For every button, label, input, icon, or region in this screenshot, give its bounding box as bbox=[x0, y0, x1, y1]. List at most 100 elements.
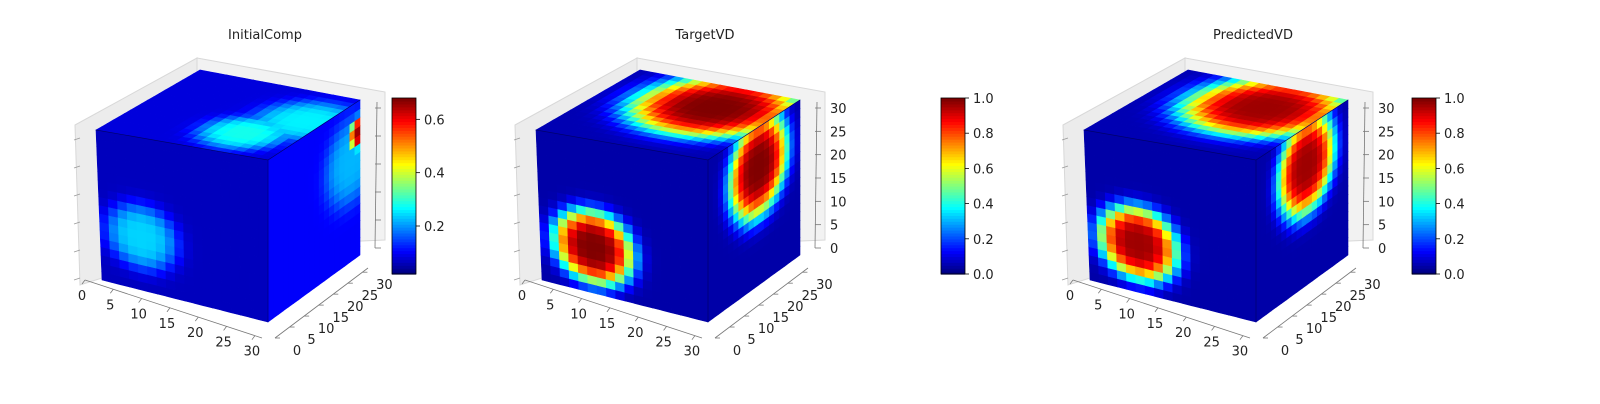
pane-tick bbox=[513, 249, 521, 253]
colorbar-band bbox=[392, 174, 416, 178]
colorbar-band bbox=[941, 139, 965, 143]
colorbar-tick-label: 0.6 bbox=[1444, 162, 1465, 177]
pane-tick bbox=[513, 193, 521, 197]
x-tick bbox=[634, 316, 639, 322]
colorbar-band bbox=[941, 265, 965, 269]
colorbar-band bbox=[1412, 265, 1436, 269]
colorbar-band bbox=[1412, 124, 1436, 128]
colorbar-band bbox=[392, 268, 416, 272]
x-tick bbox=[223, 326, 227, 331]
colorbar-tick-label: 0.8 bbox=[1444, 127, 1465, 142]
colorbar-band bbox=[941, 168, 965, 172]
colorbar-band bbox=[392, 259, 416, 263]
x-tick bbox=[1069, 279, 1074, 285]
colorbar-band bbox=[392, 180, 416, 184]
colorbar-band bbox=[941, 100, 965, 105]
x-tick-label: 0 bbox=[518, 289, 526, 304]
colorbar-band bbox=[1412, 268, 1436, 272]
colorbar-band bbox=[1412, 180, 1436, 184]
colorbar-band bbox=[1412, 139, 1436, 143]
z-tick-label: 25 bbox=[1378, 125, 1395, 140]
colorbar-band bbox=[392, 183, 416, 187]
colorbar-band bbox=[1412, 183, 1436, 187]
colorbar-band bbox=[392, 98, 416, 102]
cube-face-top bbox=[1083, 69, 1349, 161]
colorbar-band bbox=[392, 215, 416, 219]
colorbar-band bbox=[941, 209, 965, 213]
x-tick-label: 20 bbox=[627, 326, 644, 341]
colorbar-frame bbox=[940, 97, 966, 275]
z-tick-label: 30 bbox=[830, 102, 847, 117]
colorbar-band bbox=[941, 147, 965, 152]
colorbar-band bbox=[941, 186, 965, 190]
z-tick-label: 10 bbox=[1378, 195, 1395, 210]
y-tick-label: 10 bbox=[318, 322, 335, 337]
pane-tick bbox=[73, 193, 81, 197]
colorbar-band bbox=[941, 106, 965, 111]
colorbar-band bbox=[941, 271, 965, 275]
colorbar-band bbox=[941, 144, 965, 149]
colorbar-band bbox=[1412, 171, 1436, 175]
x-tick bbox=[691, 335, 696, 340]
pane-tick bbox=[513, 137, 521, 141]
colorbar-band bbox=[941, 121, 965, 125]
colorbar-band bbox=[1412, 241, 1436, 246]
colorbar-band bbox=[1412, 224, 1436, 228]
colorbar-band bbox=[1412, 147, 1436, 152]
x-tick-label: 5 bbox=[1094, 298, 1102, 313]
z-tick-label: 5 bbox=[1378, 219, 1386, 234]
colorbar-band bbox=[941, 238, 965, 243]
colorbar-band bbox=[392, 118, 416, 123]
colorbar-band bbox=[392, 109, 416, 114]
y-axis-line bbox=[274, 267, 369, 339]
colorbar-band bbox=[941, 133, 965, 137]
y-axis-line bbox=[1262, 267, 1357, 339]
colorbar-band bbox=[392, 103, 416, 108]
pane-tick bbox=[73, 249, 81, 253]
colorbar-band bbox=[1412, 215, 1436, 219]
z-tick-label: 10 bbox=[830, 195, 847, 210]
colorbar-0: 0.2 0.4 0.6 bbox=[391, 97, 445, 275]
colorbar-band bbox=[1412, 206, 1436, 211]
colorbar-band bbox=[392, 218, 416, 222]
y-tick-label: 20 bbox=[347, 300, 364, 315]
colorbar-band bbox=[941, 150, 965, 155]
colorbar-frame bbox=[391, 97, 417, 275]
chart-title: InitialComp bbox=[228, 28, 302, 43]
x-tick bbox=[663, 326, 667, 331]
y-tick-label: 30 bbox=[1364, 278, 1381, 293]
pane-tick bbox=[1061, 137, 1069, 141]
colorbar-tick-label: 0.6 bbox=[973, 162, 994, 177]
colorbar-band bbox=[1412, 118, 1436, 123]
z-tick-label: 5 bbox=[830, 219, 838, 234]
z-tick-label: 20 bbox=[1378, 149, 1395, 164]
colorbar-band bbox=[392, 224, 416, 228]
x-tick bbox=[1154, 307, 1159, 313]
colorbar-band bbox=[392, 112, 416, 117]
colorbar-band bbox=[941, 259, 965, 263]
y-tick-label: 30 bbox=[816, 278, 833, 293]
y-tick-label: 30 bbox=[376, 278, 393, 293]
colorbar-band bbox=[941, 109, 965, 114]
pane-tick bbox=[513, 221, 521, 225]
colorbar-band bbox=[392, 100, 416, 105]
y-tick-label: 5 bbox=[307, 333, 315, 348]
colorbar-band bbox=[1412, 230, 1436, 234]
colorbar-band bbox=[1412, 235, 1436, 240]
colorbar-band bbox=[941, 241, 965, 246]
colorbar-band bbox=[1412, 174, 1436, 178]
colorbar-band bbox=[1412, 115, 1436, 120]
x-tick bbox=[1239, 335, 1244, 340]
colorbar-band bbox=[941, 212, 965, 216]
colorbar-band bbox=[941, 156, 965, 161]
colorbar-tick-label: 0.0 bbox=[973, 268, 994, 283]
cube-face-right bbox=[1255, 99, 1349, 323]
colorbar-band bbox=[941, 253, 965, 257]
z-tick-label: 25 bbox=[830, 125, 847, 140]
colorbar-band bbox=[941, 262, 965, 266]
z-tick-label: 15 bbox=[830, 172, 847, 187]
colorbar-band bbox=[1412, 253, 1436, 257]
colorbar-band bbox=[392, 165, 416, 169]
x-tick-label: 15 bbox=[1147, 317, 1164, 332]
